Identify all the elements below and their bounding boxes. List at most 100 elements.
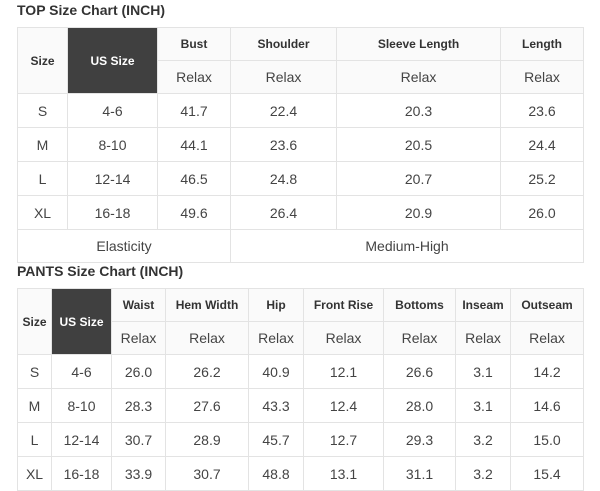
top-size-table: Size US Size Bust Shoulder Sleeve Length Leng… (17, 27, 584, 263)
column-header: Shoulder (230, 27, 337, 61)
relax-label: Relax (500, 60, 584, 94)
table-cell: 28.3 (111, 388, 166, 423)
table-cell: 3.2 (455, 422, 511, 457)
table-cell: 3.1 (455, 388, 511, 423)
table-cell: 14.6 (510, 388, 584, 423)
relax-label: Relax (248, 321, 304, 355)
table-cell: 40.9 (248, 354, 304, 389)
table-cell: 30.7 (165, 456, 249, 491)
table-cell: 26.4 (230, 195, 337, 230)
table-cell: S (17, 93, 68, 128)
table-cell: 41.7 (157, 93, 231, 128)
table-cell: 49.6 (157, 195, 231, 230)
column-header: Front Rise (303, 288, 384, 322)
elasticity-value: Medium-High (230, 229, 584, 263)
subheader-row: Relax Relax Relax Relax (18, 60, 584, 94)
table-row: M 8-10 28.3 27.6 43.3 12.4 28.0 3.1 14.6 (17, 388, 584, 423)
relax-label: Relax (303, 321, 384, 355)
table-cell: 13.1 (303, 456, 384, 491)
table-cell: 26.6 (383, 354, 456, 389)
relax-label: Relax (230, 60, 337, 94)
table-cell: 26.0 (500, 195, 584, 230)
relax-label: Relax (157, 60, 231, 94)
table-cell: 25.2 (500, 161, 584, 196)
column-header: Inseam (455, 288, 511, 322)
header-row: Size US Size Bust Shoulder Sleeve Length Leng… (17, 27, 584, 94)
table-cell: 28.0 (383, 388, 456, 423)
table-row: XL 16-18 49.6 26.4 20.9 26.0 (17, 195, 584, 230)
table-cell: M (17, 127, 68, 162)
table-cell: 15.4 (510, 456, 584, 491)
table-cell: L (17, 422, 52, 457)
table-row: M 8-10 44.1 23.6 20.5 24.4 (17, 127, 584, 162)
table-row: L 12-14 46.5 24.8 20.7 25.2 (17, 161, 584, 196)
column-header: Length (500, 27, 584, 61)
table-cell: 27.6 (165, 388, 249, 423)
table-cell: 12.7 (303, 422, 384, 457)
table-cell: 44.1 (157, 127, 231, 162)
table-cell: 3.2 (455, 456, 511, 491)
column-header: US Size (67, 27, 158, 94)
table-cell: S (17, 354, 52, 389)
table-row: XL 16-18 33.9 30.7 48.8 13.1 31.1 3.2 15.4 (17, 456, 584, 491)
table-cell: 31.1 (383, 456, 456, 491)
table-cell: 12.1 (303, 354, 384, 389)
column-header: Size (17, 27, 68, 94)
table-cell: 20.5 (336, 127, 501, 162)
column-header: Waist (111, 288, 166, 322)
table-cell: 26.0 (111, 354, 166, 389)
table-cell: 4-6 (67, 93, 158, 128)
table-cell: 16-18 (67, 195, 158, 230)
table-cell: 16-18 (51, 456, 112, 491)
table-cell: 30.7 (111, 422, 166, 457)
table-cell: 45.7 (248, 422, 304, 457)
table-cell: 20.3 (336, 93, 501, 128)
column-header: Bottoms (383, 288, 456, 322)
table-cell: 33.9 (111, 456, 166, 491)
table-cell: 3.1 (455, 354, 511, 389)
table-cell: 12-14 (67, 161, 158, 196)
table-cell: 29.3 (383, 422, 456, 457)
elasticity-row: Elasticity Medium-High (17, 229, 584, 263)
table-cell: 8-10 (51, 388, 112, 423)
table-cell: 26.2 (165, 354, 249, 389)
column-header: Outseam (510, 288, 584, 322)
table-cell: XL (17, 456, 52, 491)
relax-label: Relax (383, 321, 456, 355)
table-cell: 4-6 (51, 354, 112, 389)
pants-chart-title: PANTS Size Chart (INCH) (17, 263, 184, 279)
table-cell: M (17, 388, 52, 423)
table-cell: 24.8 (230, 161, 337, 196)
column-header: Hem Width (165, 288, 249, 322)
relax-label: Relax (336, 60, 501, 94)
table-cell: L (17, 161, 68, 196)
table-cell: 23.6 (500, 93, 584, 128)
table-cell: 22.4 (230, 93, 337, 128)
column-header: Size (17, 288, 52, 355)
table-row: S 4-6 26.0 26.2 40.9 12.1 26.6 3.1 14.2 (17, 354, 584, 389)
column-header: Sleeve Length (336, 27, 501, 61)
table-cell: XL (17, 195, 68, 230)
table-cell: 12.4 (303, 388, 384, 423)
table-cell: 15.0 (510, 422, 584, 457)
column-header: Hip (248, 288, 304, 322)
column-header: US Size (51, 288, 112, 355)
table-cell: 20.9 (336, 195, 501, 230)
top-chart-title: TOP Size Chart (INCH) (17, 2, 166, 18)
table-cell: 14.2 (510, 354, 584, 389)
table-row: L 12-14 30.7 28.9 45.7 12.7 29.3 3.2 15.0 (17, 422, 584, 457)
table-row: S 4-6 41.7 22.4 20.3 23.6 (17, 93, 584, 128)
subheader-row: Relax Relax Relax Relax Relax Relax Relax (18, 321, 584, 355)
pants-size-table: Size US Size Waist Hem Width Hip Front Rise Bo… (17, 288, 584, 491)
relax-label: Relax (165, 321, 249, 355)
table-cell: 20.7 (336, 161, 501, 196)
column-header: Bust (157, 27, 231, 61)
table-cell: 46.5 (157, 161, 231, 196)
table-cell: 8-10 (67, 127, 158, 162)
elasticity-label: Elasticity (17, 229, 231, 263)
table-cell: 24.4 (500, 127, 584, 162)
table-cell: 23.6 (230, 127, 337, 162)
relax-label: Relax (455, 321, 511, 355)
header-row: Size US Size Waist Hem Width Hip Front Rise Bo… (17, 288, 584, 355)
table-cell: 48.8 (248, 456, 304, 491)
